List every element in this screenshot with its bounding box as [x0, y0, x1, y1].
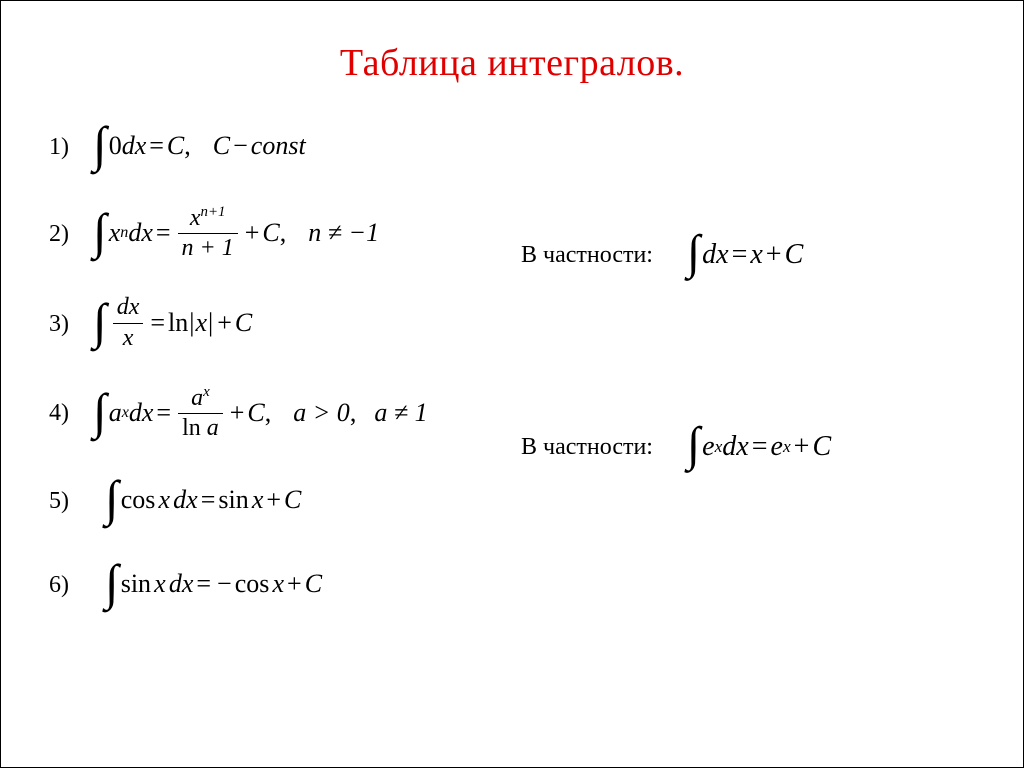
row-number: 6): [49, 570, 93, 599]
fraction: xn+1 n + 1: [178, 205, 238, 261]
page-title: Таблица интегралов.: [41, 41, 983, 85]
formula-list: 1) ∫ 0 dx = C , C − const 2) ∫ xn dx =: [49, 121, 983, 609]
row-number: 5): [49, 486, 93, 515]
formula-row-3: 3) ∫ dx x = ln | x | + C: [49, 295, 983, 350]
fraction: ax ln a: [178, 385, 223, 441]
formula: ∫ cos x dx = sin x + C: [105, 485, 301, 515]
row-number: 3): [49, 309, 93, 338]
formula: ∫ ax dx = ax ln a + C , a > 0 , a ≠ 1: [93, 385, 428, 441]
formula: ∫ dx x = ln | x | + C: [93, 295, 252, 350]
side-label: В частности:: [521, 434, 653, 461]
side-formula: ∫ dx = x + C: [687, 239, 803, 271]
side-label: В частности:: [521, 242, 653, 269]
formula-row-2: 2) ∫ xn dx = xn+1 n + 1 + C , n ≠ −1: [49, 205, 983, 261]
row-number: 1): [49, 132, 93, 161]
side-note-2: В частности: ∫ ex dx = ex + C: [521, 431, 831, 463]
fraction: dx x: [113, 295, 144, 350]
side-note-1: В частности: ∫ dx = x + C: [521, 239, 803, 271]
formula: ∫ sin x dx = − cos x + C: [105, 569, 322, 599]
formula: ∫ 0 dx = C , C − const: [93, 131, 306, 161]
row-number: 2): [49, 219, 93, 248]
side-formula: ∫ ex dx = ex + C: [687, 431, 831, 463]
formula: ∫ xn dx = xn+1 n + 1 + C , n ≠ −1: [93, 205, 379, 261]
formula-row-6: 6) ∫ sin x dx = − cos x + C: [49, 559, 983, 609]
formula-row-5: 5) ∫ cos x dx = sin x + C: [49, 475, 983, 525]
formula-row-1: 1) ∫ 0 dx = C , C − const: [49, 121, 983, 171]
formula-row-4: 4) ∫ ax dx = ax ln a + C , a > 0 , a ≠ 1: [49, 385, 983, 441]
page: Таблица интегралов. 1) ∫ 0 dx = C , C − …: [0, 0, 1024, 768]
row-number: 4): [49, 398, 93, 427]
